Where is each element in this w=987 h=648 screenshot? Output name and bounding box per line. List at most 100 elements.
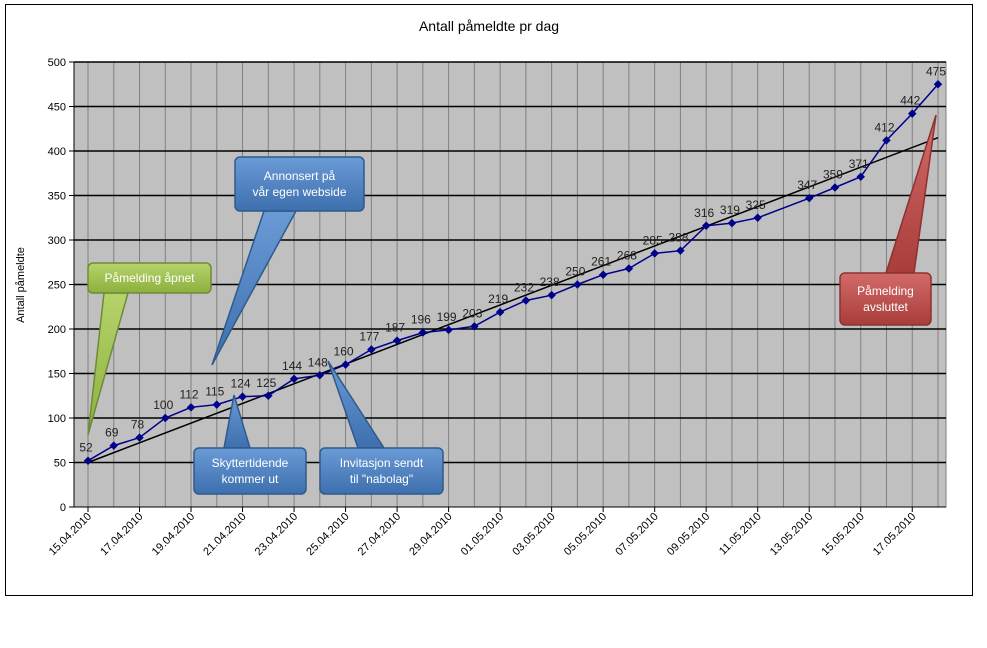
x-tick-label: 29.04.2010: [407, 511, 454, 558]
data-label: 442: [900, 94, 920, 108]
data-point: [135, 433, 144, 442]
x-tick-label: 15.05.2010: [819, 511, 866, 558]
data-label: 238: [540, 275, 560, 289]
callout-text: Påmelding åpnet: [104, 271, 195, 285]
horizontal-gridlines: [69, 61, 946, 508]
x-tick-label: 17.04.2010: [98, 511, 145, 558]
callout-text: avsluttet: [863, 300, 908, 314]
callouts: Påmelding åpnet Annonsert på vår egen webs…: [87, 114, 937, 495]
callout-text: kommer ut: [222, 472, 279, 486]
y-tick-label: 250: [48, 280, 66, 292]
data-label: 177: [359, 329, 379, 343]
data-label: 124: [231, 377, 251, 391]
x-tick-label: 17.05.2010: [871, 511, 918, 558]
callout-text: Påmelding: [857, 284, 914, 298]
data-point: [264, 391, 273, 400]
y-axis-label: Antall påmeldte: [15, 247, 27, 323]
data-label: 52: [79, 441, 93, 455]
x-tick-label: 15.04.2010: [47, 511, 94, 558]
callout-text: Annonsert på: [264, 169, 336, 183]
data-point: [109, 441, 119, 450]
data-point: [392, 336, 402, 345]
data-label: 285: [643, 233, 663, 247]
data-label: 148: [308, 355, 328, 369]
trendline-group: [87, 136, 939, 464]
data-point: [470, 322, 479, 331]
callout-skyttertidende: Skyttertidende kommer ut: [193, 394, 307, 495]
chart-title: Antall påmeldte pr dag: [419, 18, 559, 34]
data-label: 261: [591, 255, 611, 269]
y-tick-label: 300: [48, 235, 66, 247]
callout-pamelding-avsluttet: Påmelding avsluttet: [839, 114, 937, 326]
data-point: [573, 280, 582, 289]
line-chart: Antall påmeldte pr dag Antall påmeldte 0…: [15, 18, 947, 558]
y-tick-label: 150: [48, 369, 66, 381]
x-tick-label: 27.04.2010: [356, 511, 403, 558]
callout-annonsert: Annonsert på vår egen webside: [211, 156, 365, 366]
data-point: [418, 328, 428, 337]
data-label: 187: [385, 321, 405, 335]
y-tick-label: 50: [54, 458, 66, 470]
data-label: 196: [411, 313, 431, 327]
data-label: 100: [153, 398, 173, 412]
y-tick-label: 0: [60, 502, 66, 514]
data-point: [521, 296, 531, 305]
data-label: 316: [694, 206, 714, 220]
callout-text: vår egen webside: [252, 185, 346, 199]
data-point: [598, 270, 608, 279]
y-tick-label: 450: [48, 102, 66, 114]
data-label: 359: [823, 167, 843, 181]
x-tick-label: 09.05.2010: [665, 511, 712, 558]
data-point: [83, 456, 93, 465]
callout-pamelding-apnet: Påmelding åpnet: [87, 262, 212, 436]
data-label: 69: [105, 426, 119, 440]
data-label: 125: [256, 376, 276, 390]
y-tick-label: 350: [48, 191, 66, 203]
x-tick-label: 23.04.2010: [253, 511, 300, 558]
callout-invitasjon: Invitasjon sendt til "nabolag": [319, 360, 444, 495]
data-label: 268: [617, 248, 637, 262]
data-labels: 52 69 78 100 112 115 124 125 144 148 160 177 187 196 1…: [79, 64, 946, 454]
callout-box: [234, 156, 365, 212]
x-tick-label: 21.04.2010: [201, 511, 248, 558]
chart-frame: Antall påmeldte pr dag Antall påmeldte 0…: [5, 4, 973, 596]
callout-text: Skyttertidende: [212, 456, 289, 470]
data-point: [624, 264, 634, 273]
data-label: 115: [205, 385, 224, 399]
y-tick-labels: 0 50 100 150 200 250 300 350 400 450 500: [48, 57, 66, 514]
data-label: 160: [334, 345, 354, 359]
data-label: 371: [849, 157, 869, 171]
x-tick-label: 19.04.2010: [150, 511, 197, 558]
data-point: [289, 374, 299, 384]
data-label: 199: [437, 310, 457, 324]
callout-box: [87, 262, 212, 294]
data-point: [315, 371, 325, 380]
data-label: 203: [462, 306, 482, 320]
y-tick-label: 100: [48, 413, 66, 425]
series-group: [83, 80, 943, 465]
data-point: [367, 345, 376, 354]
data-label: 232: [514, 281, 534, 295]
y-tick-label: 500: [48, 57, 66, 69]
x-tick-label: 13.05.2010: [768, 511, 815, 558]
data-point: [444, 325, 453, 335]
data-label: 250: [565, 265, 585, 279]
data-point: [161, 413, 170, 423]
callout-text: til "nabolag": [350, 472, 413, 486]
data-label: 325: [746, 198, 766, 212]
callout-box: [839, 272, 932, 326]
data-point: [238, 392, 247, 401]
data-label: 475: [926, 64, 946, 78]
data-point: [547, 290, 556, 300]
data-point: [495, 307, 505, 317]
x-tick-labels: 15.04.2010 17.04.2010 19.04.2010 21.04.2010…: [47, 507, 918, 558]
x-tick-label: 01.05.2010: [459, 511, 506, 558]
x-tick-label: 05.05.2010: [562, 511, 609, 558]
data-label: 288: [668, 231, 688, 245]
x-tick-label: 11.05.2010: [717, 511, 764, 558]
data-point: [341, 360, 350, 369]
data-point: [186, 403, 196, 412]
trendline: [87, 136, 939, 464]
callout-box: [193, 447, 307, 495]
data-label: 319: [720, 203, 740, 217]
